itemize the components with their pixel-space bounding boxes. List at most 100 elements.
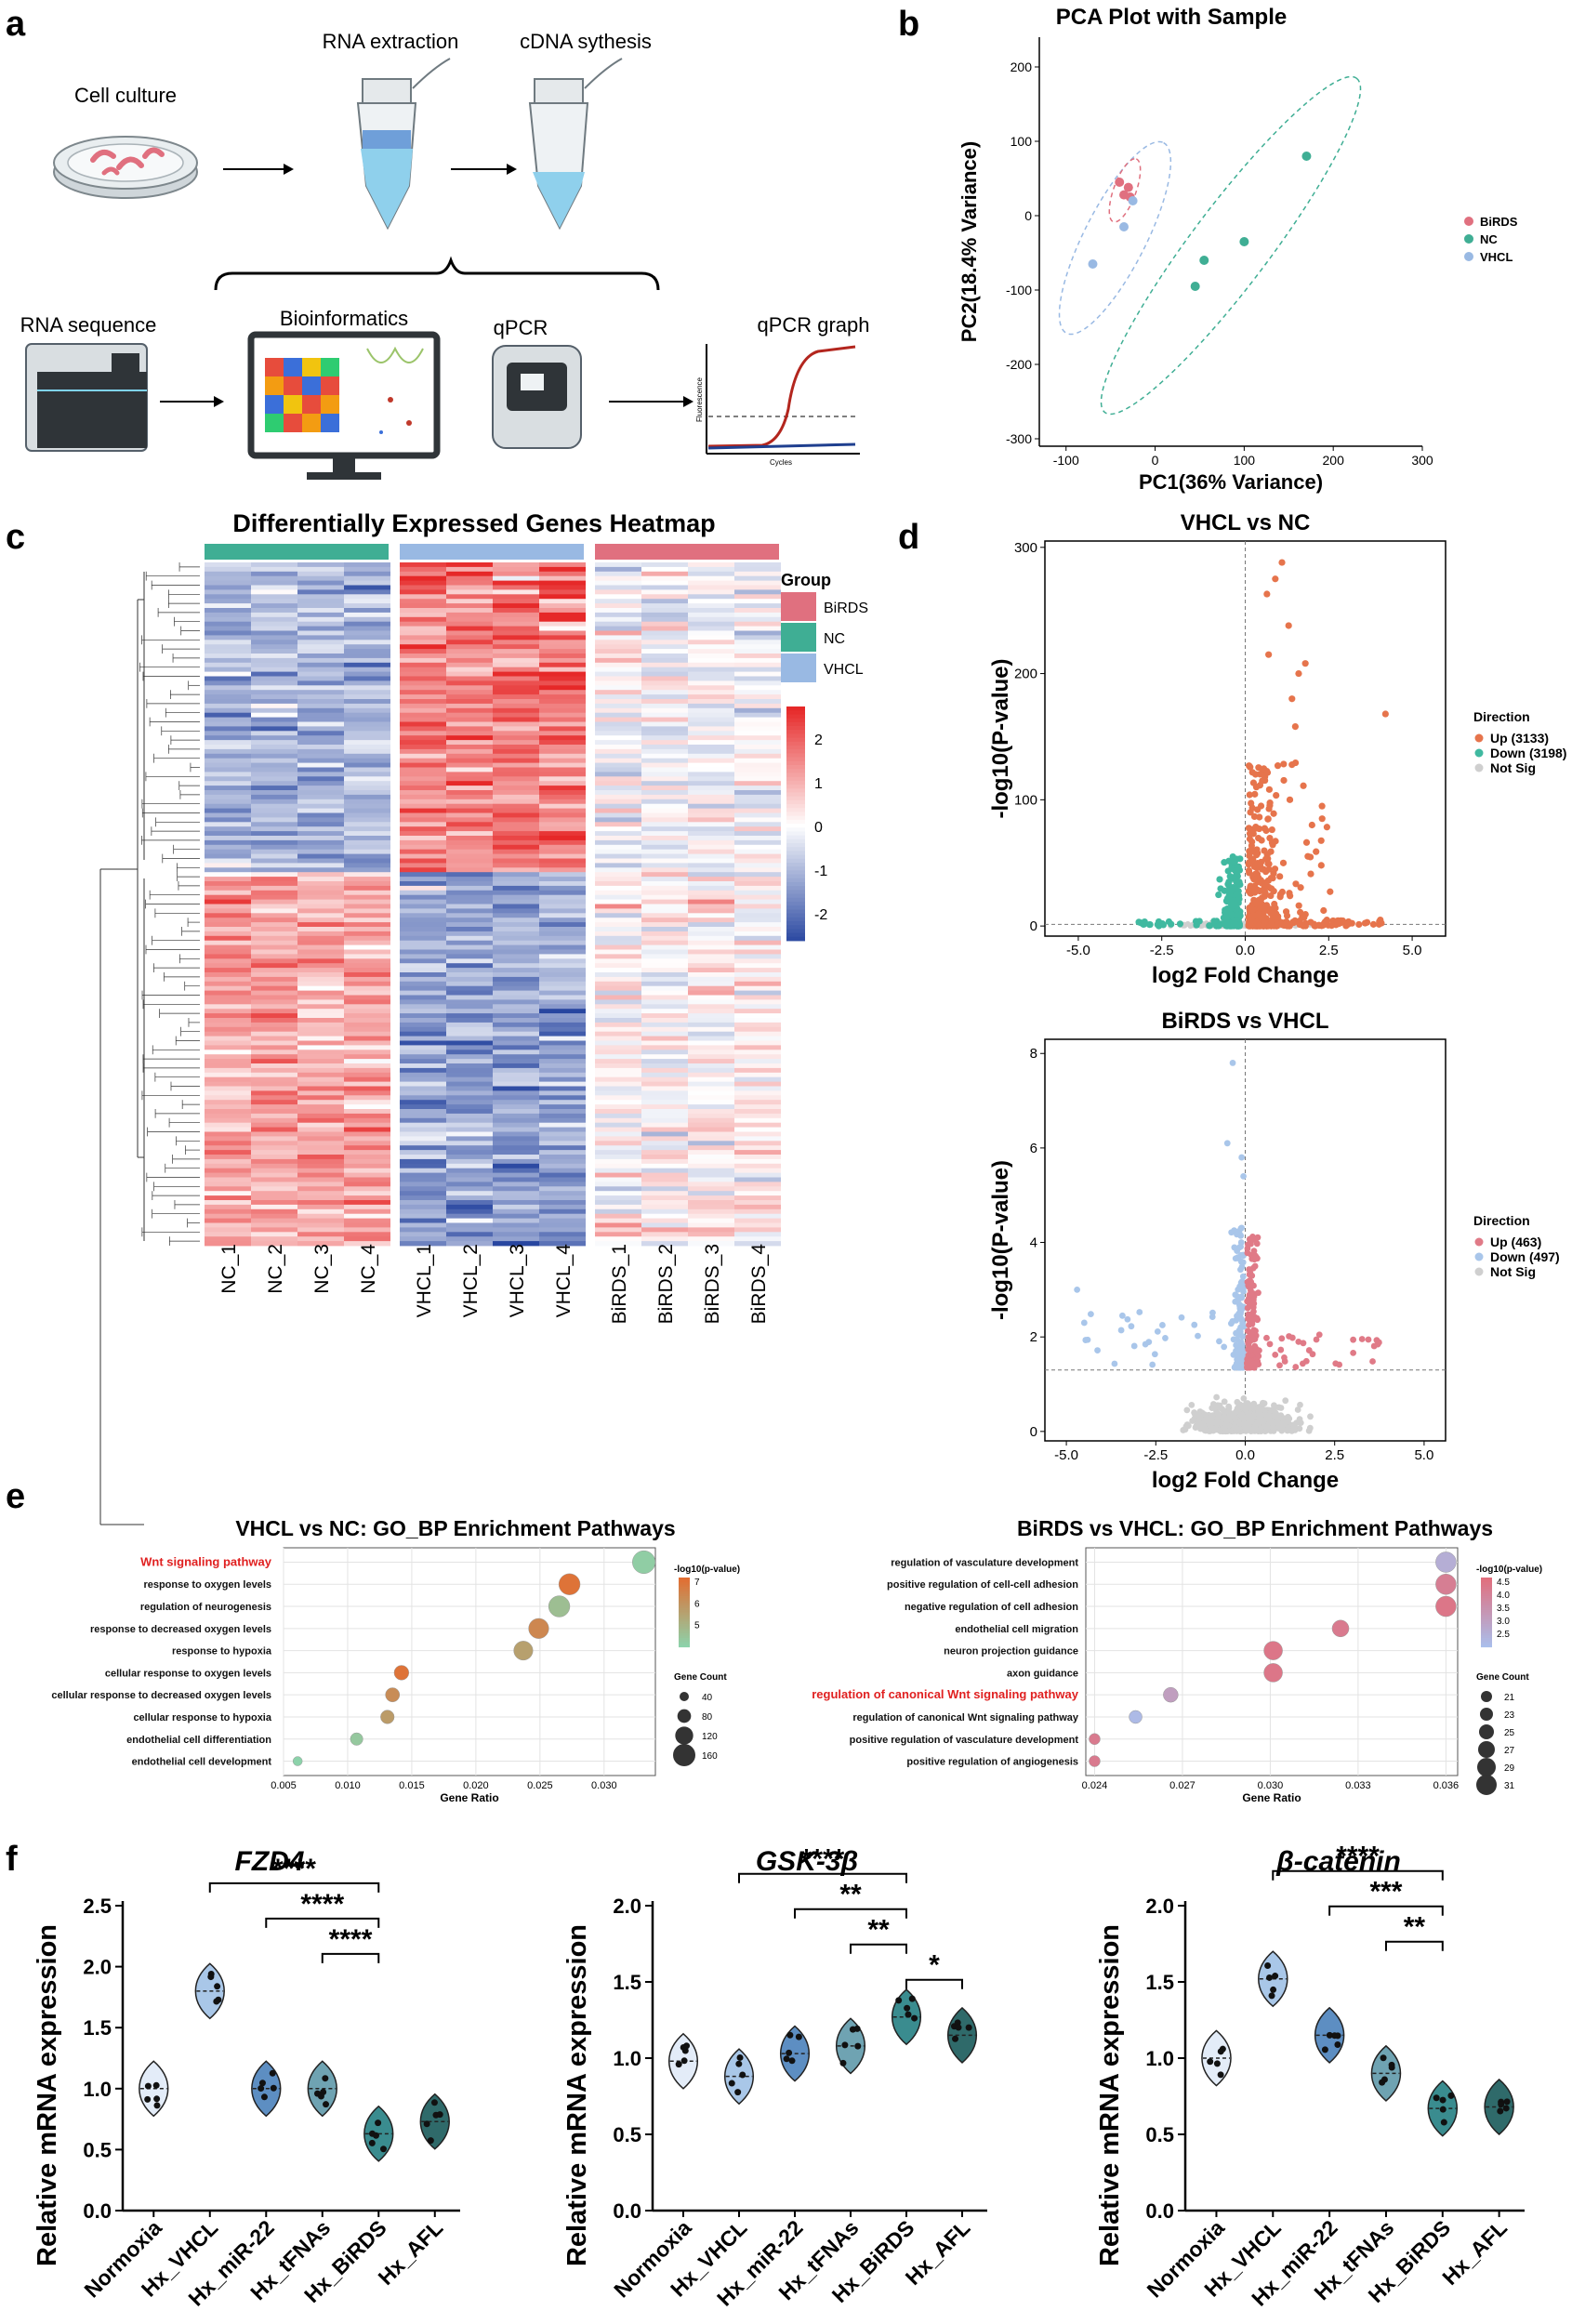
heatmap-cell — [446, 1067, 493, 1074]
color-legend-segment — [1481, 1619, 1492, 1622]
volcano-point — [1248, 848, 1257, 855]
heatmap-cell — [205, 748, 251, 755]
enrichment-bubble — [380, 1710, 395, 1724]
heatmap-cell — [595, 1213, 641, 1219]
heatmap-cell — [446, 575, 493, 581]
heatmap-cell — [595, 748, 641, 755]
volcano-point — [1117, 1327, 1125, 1334]
heatmap-cell — [641, 671, 688, 677]
heatmap-cell — [251, 726, 297, 732]
volcano-point — [1251, 790, 1259, 798]
heatmap-cell — [595, 758, 641, 763]
color-legend-segment — [1481, 1591, 1492, 1594]
heatmap-cell — [493, 1086, 539, 1091]
legend-swatch — [781, 623, 816, 652]
heatmap-cell — [251, 1072, 297, 1078]
heatmap-cell — [400, 786, 446, 791]
cycles-label: Cycles — [770, 458, 792, 467]
heatmap-cell — [446, 1163, 493, 1169]
heatmap-cell — [734, 1227, 781, 1233]
heatmap-cell — [205, 839, 251, 846]
heatmap-cell — [641, 1191, 688, 1196]
heatmap-cell — [205, 640, 251, 645]
heatmap-cell — [205, 799, 251, 805]
heatmap-cell — [641, 1026, 688, 1033]
heatmap-cell — [446, 1168, 493, 1173]
heatmap-cell — [251, 649, 297, 654]
volcano-point — [1250, 876, 1258, 883]
data-point — [1207, 2058, 1214, 2066]
heatmap-cell — [400, 562, 446, 568]
heatmap-cell — [539, 662, 586, 668]
heatmap-cell — [251, 772, 297, 777]
heatmap-cell — [595, 808, 641, 813]
heatmap-cell — [297, 1022, 344, 1028]
plot-frame — [283, 1547, 656, 1776]
heatmap-cell — [446, 831, 493, 837]
heatmap-cell — [734, 844, 781, 851]
heatmap-cell — [734, 836, 781, 841]
enrichment-bubble — [1089, 1733, 1101, 1746]
volcano-point — [1176, 920, 1184, 928]
color-legend-segment — [679, 1610, 690, 1613]
heatmap-cell — [688, 1022, 734, 1028]
heatmap-cell — [297, 1004, 344, 1010]
heatmap-cell — [688, 762, 734, 768]
volcano-point — [1206, 922, 1214, 930]
panel-label-f: f — [6, 1840, 18, 1879]
heatmap-cell — [400, 927, 446, 932]
y-tick-label: 2.0 — [613, 1895, 641, 1918]
heatmap-cell — [297, 616, 344, 623]
heatmap-cell — [205, 963, 251, 969]
heatmap-cell — [446, 1155, 493, 1160]
volcano-point — [1291, 917, 1299, 924]
heatmap-cell — [539, 836, 586, 841]
heatmap-cell — [734, 931, 781, 937]
heatmap-cell — [493, 621, 539, 627]
heatmap-cell — [641, 972, 688, 978]
heatmap-cell — [400, 690, 446, 695]
heatmap-cell — [205, 644, 251, 650]
heatmap-cell — [205, 1182, 251, 1187]
heatmap-cell — [251, 913, 297, 918]
heatmap-cell — [688, 1113, 734, 1119]
heatmap-cell — [688, 1191, 734, 1196]
heatmap-cell — [595, 1168, 641, 1173]
volcano-point — [1272, 905, 1279, 912]
heatmap-cell — [595, 1104, 641, 1110]
heatmap-cell — [734, 1204, 781, 1210]
data-point — [368, 2139, 376, 2146]
colorbar-segment — [786, 925, 805, 930]
heatmap-cell — [539, 594, 586, 600]
heatmap-cell — [595, 740, 641, 746]
heatmap-cell — [539, 657, 586, 664]
heatmap-cell — [297, 626, 344, 631]
heatmap-cell — [688, 1177, 734, 1182]
data-point — [904, 2004, 911, 2012]
heatmap-cell — [344, 1072, 390, 1078]
color-legend-segment — [1481, 1601, 1492, 1604]
heatmap-cell — [400, 1050, 446, 1055]
colorbar-segment — [786, 831, 805, 836]
heatmap-cell — [539, 758, 586, 763]
heatmap-cell — [595, 1086, 641, 1091]
heatmap-cell — [493, 1182, 539, 1187]
colorbar-segment — [786, 760, 805, 766]
heatmap-cell — [446, 699, 493, 705]
heatmap-cell — [205, 1072, 251, 1078]
heatmap-cell — [344, 635, 390, 640]
y-axis-label: -log10(P-value) — [988, 658, 1013, 818]
color-legend-segment — [679, 1582, 690, 1585]
volcano-point — [1247, 763, 1254, 771]
heatmap-cell — [400, 931, 446, 937]
heatmap-cell — [251, 949, 297, 955]
data-point — [1264, 1961, 1272, 1969]
heatmap-cell — [641, 616, 688, 623]
heatmap-cell — [251, 1018, 297, 1023]
heatmap-cell — [344, 881, 390, 887]
heatmap-cell — [297, 745, 344, 750]
heatmap-cell — [400, 621, 446, 627]
heatmap-cell — [641, 1045, 688, 1050]
heatmap-cell — [297, 580, 344, 586]
heatmap-cell — [688, 944, 734, 950]
